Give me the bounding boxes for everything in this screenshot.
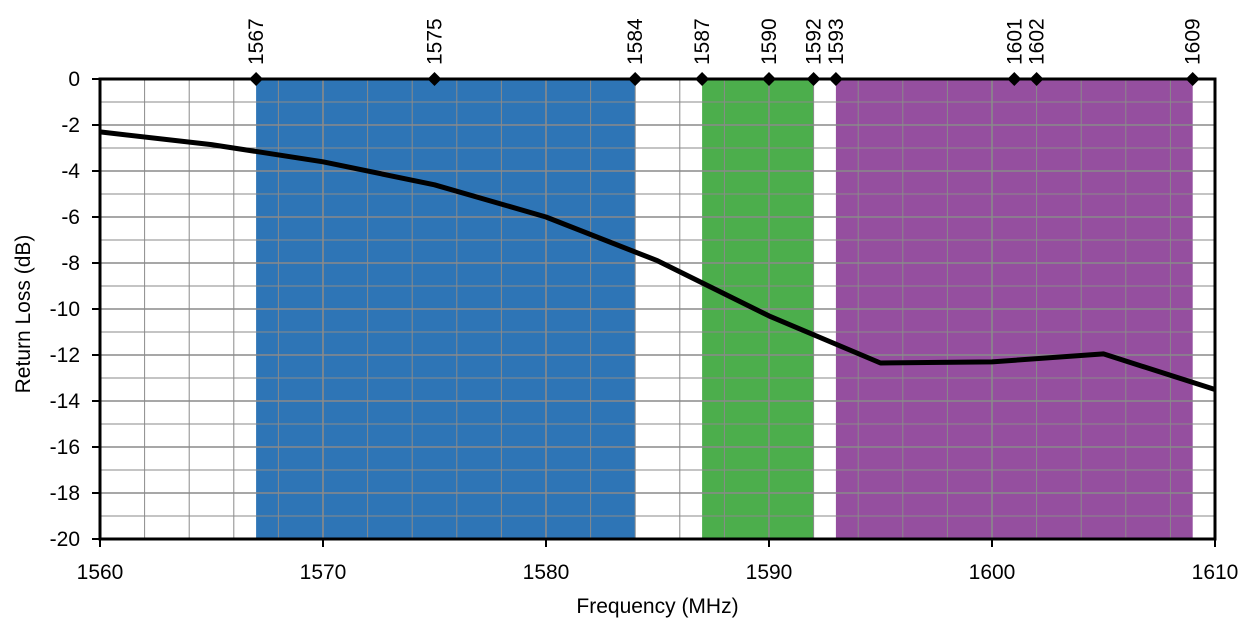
- y-tick-label: -4: [61, 160, 80, 183]
- marker-diamond: [628, 72, 643, 86]
- x-tick-label: 1590: [746, 561, 793, 584]
- marker-label: 1601: [1003, 18, 1026, 65]
- y-tick-label: -14: [50, 390, 81, 413]
- x-tick-label: 1600: [969, 561, 1016, 584]
- x-axis-title: Frequency (MHz): [576, 595, 738, 618]
- marker-diamond: [249, 72, 264, 86]
- grid: [100, 79, 1215, 539]
- y-tick-label: -16: [50, 436, 80, 459]
- marker-diamond: [695, 72, 710, 86]
- marker-label: 1609: [1182, 18, 1205, 65]
- y-tick-label: -10: [50, 298, 80, 321]
- y-tick-label: 0: [68, 68, 80, 91]
- y-tick-label: -8: [61, 252, 80, 275]
- marker-label: 1584: [624, 18, 647, 65]
- y-axis-title: Return Loss (dB): [12, 235, 35, 394]
- marker-label: 1575: [424, 18, 447, 65]
- marker-label: 1587: [691, 18, 714, 65]
- x-axis-ticks: 1560 1570 1580 1590 1600 1610: [77, 539, 1239, 584]
- marker-diamond: [1029, 72, 1044, 86]
- y-tick-label: -12: [50, 344, 80, 367]
- marker-label: 1592: [803, 18, 826, 65]
- marker-diamond: [762, 72, 776, 86]
- marker-label: 1567: [245, 18, 268, 65]
- marker-label: 1590: [758, 18, 781, 65]
- y-tick-label: -18: [50, 482, 80, 505]
- marker-diamond: [828, 72, 843, 86]
- marker-label: 1602: [1026, 18, 1049, 65]
- x-tick-label: 1610: [1192, 561, 1239, 584]
- marker-diamond: [1185, 72, 1200, 86]
- series-line-0: [99, 129, 1216, 392]
- y-tick-label: -2: [61, 114, 80, 137]
- x-tick-label: 1580: [523, 561, 570, 584]
- x-tick-label: 1560: [77, 561, 124, 584]
- x-tick-label: 1570: [300, 561, 347, 584]
- y-tick-label: -20: [50, 528, 80, 551]
- y-axis-ticks: 0 -2 -4 -6 -8 -10 -12 -14 -16 -18 -20: [50, 68, 100, 551]
- series-layer: [99, 129, 1216, 392]
- marker-diamond: [427, 72, 442, 86]
- y-tick-label: -6: [61, 206, 80, 229]
- marker-diamond: [1007, 72, 1022, 86]
- marker-label: 1593: [825, 18, 848, 65]
- marker-diamond: [806, 72, 821, 86]
- frequency-markers: 1567 1575 1584 1587 1590 1592 1593 1601 1602 1609: [245, 18, 1205, 86]
